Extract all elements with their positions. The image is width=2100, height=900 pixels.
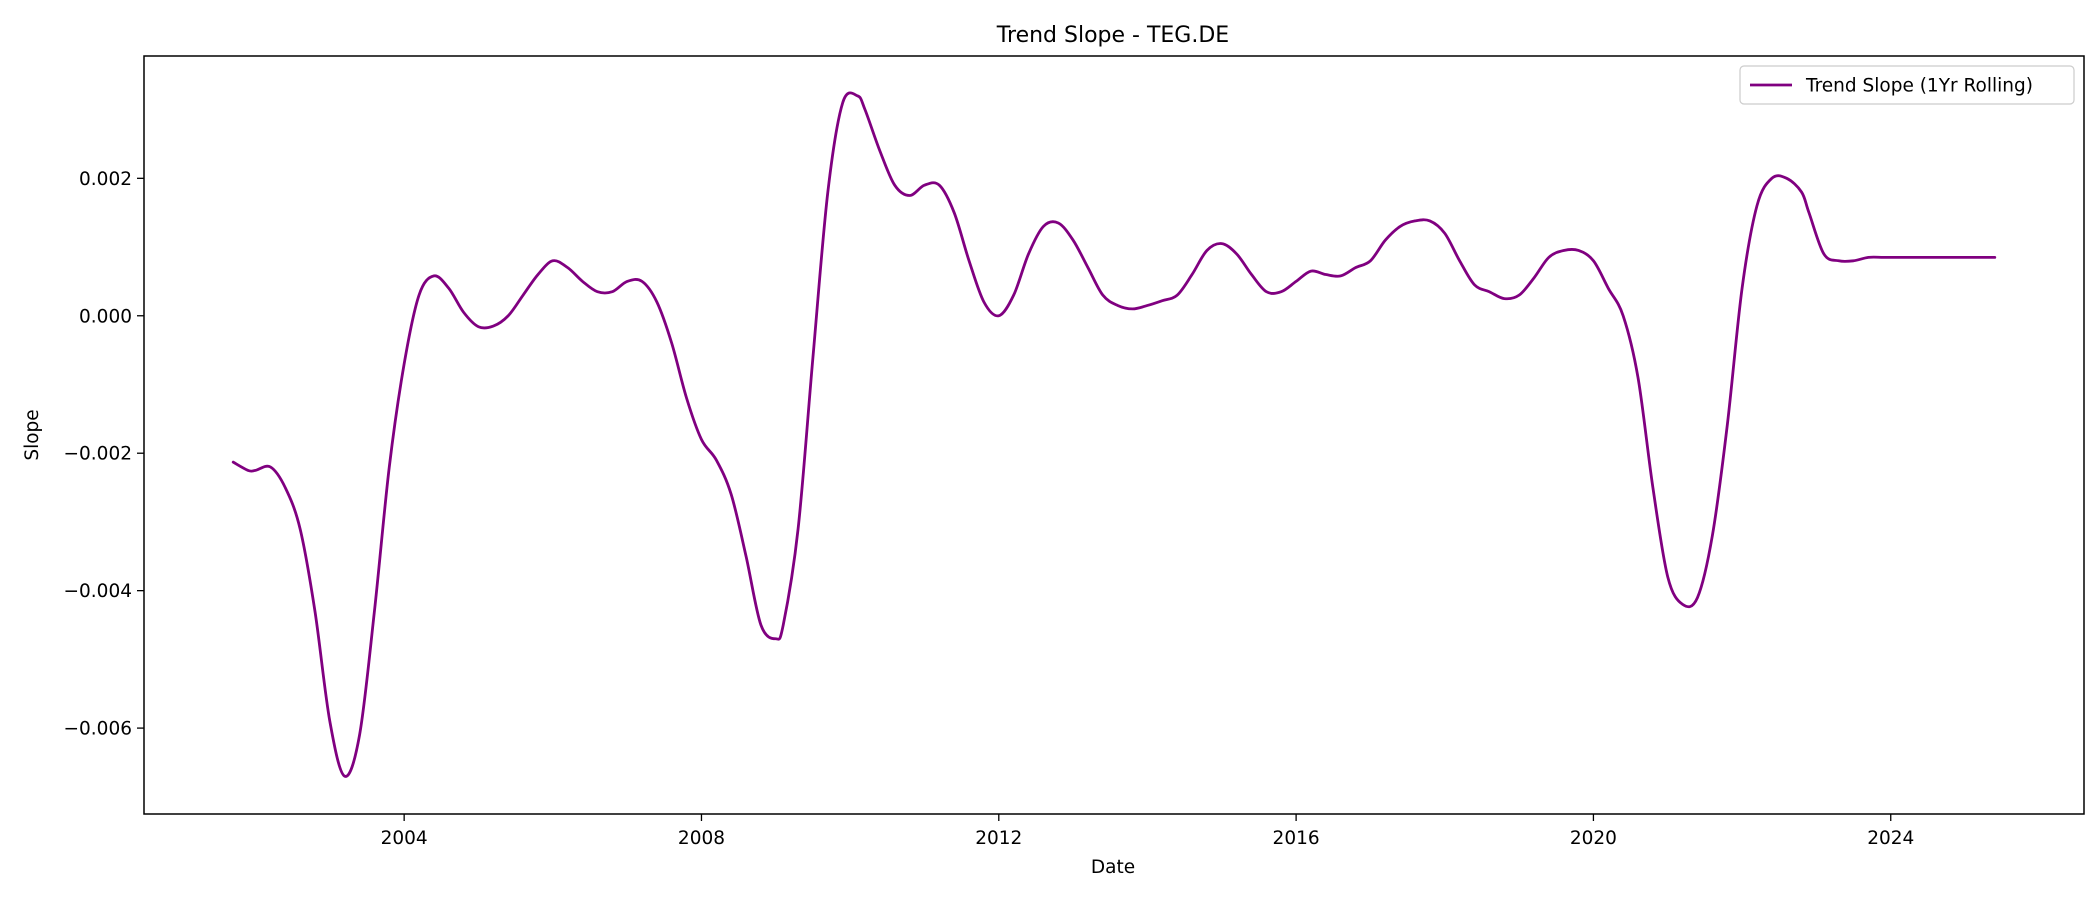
plot-frame	[143, 55, 2085, 815]
y-tick-label: −0.004	[64, 581, 132, 602]
y-axis-label: Slope	[22, 409, 43, 460]
x-tick-label: 2020	[1570, 828, 1617, 849]
y-axis: 0.002 0.000 −0.002 −0.004 −0.006	[64, 169, 144, 740]
legend-box	[1739, 65, 2075, 105]
x-tick-label: 2016	[1273, 828, 1320, 849]
y-tick-label: −0.006	[64, 719, 132, 740]
x-tick-label: 2008	[678, 828, 725, 849]
x-axis-label: Date	[1091, 857, 1135, 878]
x-axis: 2004 2008 2012 2016 2020 2024	[381, 814, 1914, 849]
y-tick-label: 0.000	[79, 306, 132, 327]
y-tick-label: −0.002	[64, 444, 132, 465]
legend: Trend Slope (1Yr Rolling)	[1739, 65, 2075, 105]
legend-label: Trend Slope (1Yr Rolling)	[1805, 76, 2033, 97]
x-tick-label: 2024	[1867, 828, 1914, 849]
chart-title: Trend Slope - TEG.DE	[996, 23, 1229, 48]
y-tick-label: 0.002	[79, 169, 132, 190]
series-group	[231, 91, 1997, 778]
x-tick-label: 2004	[381, 828, 428, 849]
series-line-trend-slope	[231, 91, 1997, 778]
x-tick-label: 2012	[975, 828, 1022, 849]
